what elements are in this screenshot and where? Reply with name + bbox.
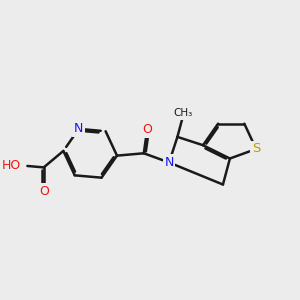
Text: S: S xyxy=(252,142,260,155)
Text: N: N xyxy=(74,122,83,135)
Text: O: O xyxy=(39,184,49,197)
Text: N: N xyxy=(164,156,174,169)
Text: HO: HO xyxy=(2,159,21,172)
Text: CH₃: CH₃ xyxy=(173,108,192,118)
Text: O: O xyxy=(142,123,152,136)
